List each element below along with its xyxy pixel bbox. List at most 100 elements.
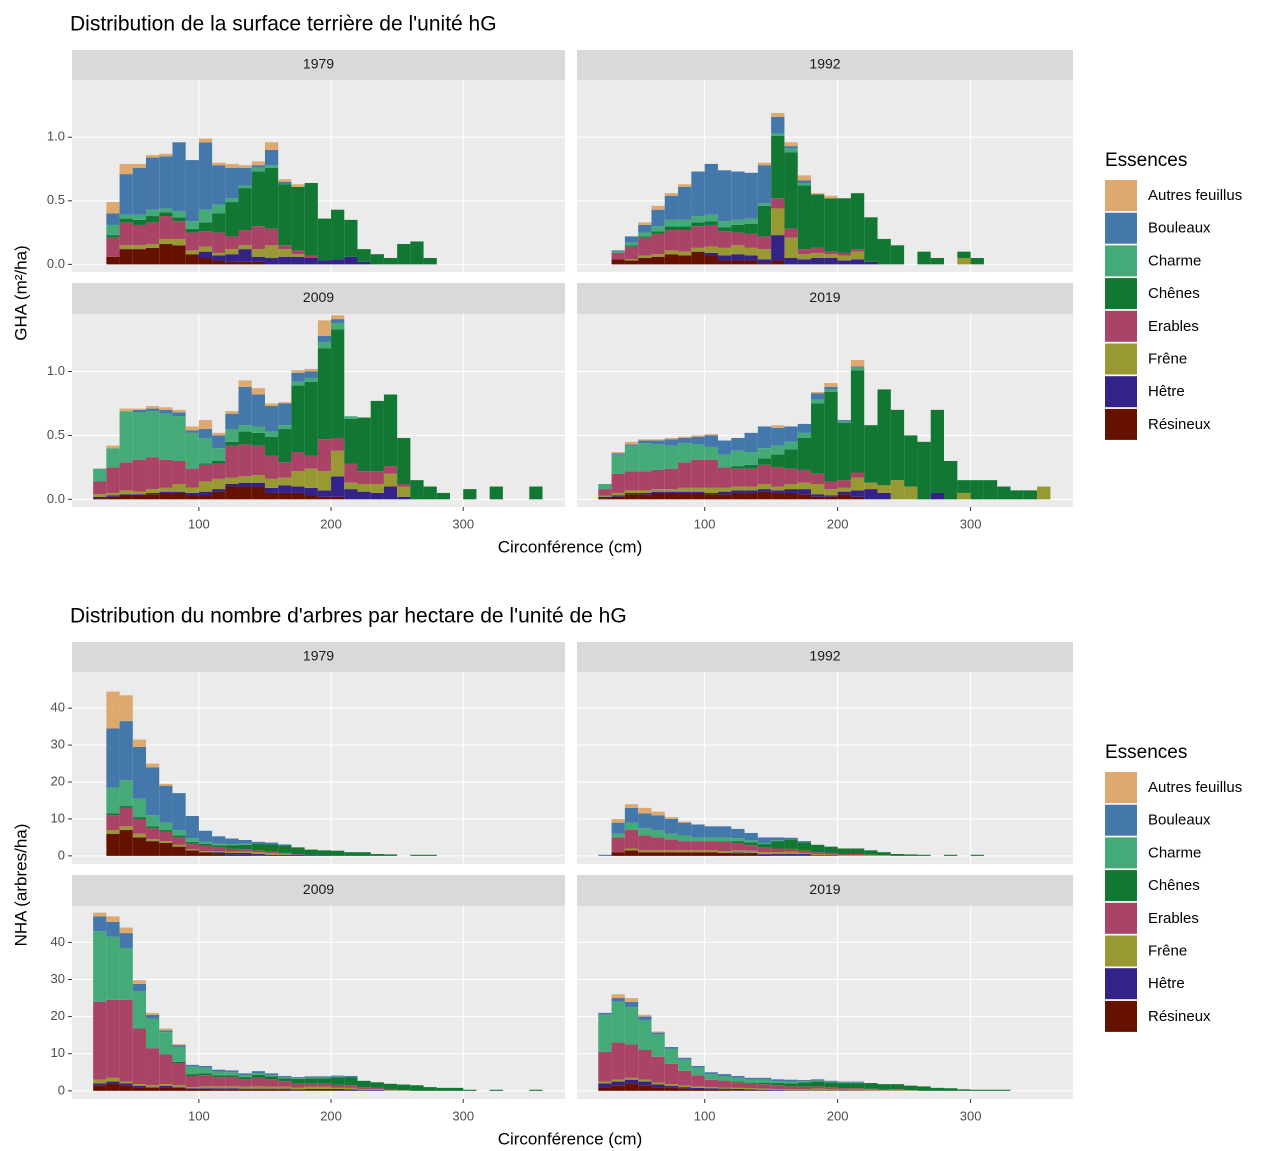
bar-segment [811,1080,825,1082]
bar-segment [691,487,705,492]
bar-segment [304,371,318,378]
bar-segment [904,1085,918,1091]
bar-segment [850,854,865,856]
bar-segment [598,1012,612,1015]
bar-segment [651,226,665,232]
bar-segment [119,490,133,495]
bar-segment [997,486,1011,500]
bar-segment [771,840,785,842]
bar-segment [212,854,226,856]
legend-key [1105,408,1137,440]
bar-segment [212,1077,226,1087]
bar-segment [744,852,758,855]
bar-segment [251,1089,265,1091]
bar-segment [357,417,371,472]
bar-segment [185,426,199,431]
bar-segment [598,1014,612,1052]
facet-strip [577,283,1073,314]
bar-segment [611,250,625,252]
bar-segment [212,213,226,233]
bar-segment [238,1088,252,1090]
facet-strip [577,875,1073,906]
bar-segment [771,260,785,265]
bar-segment [624,242,639,246]
bar-segment [824,854,838,856]
bar-segment [146,826,160,829]
bar-segment [624,1001,639,1008]
bar-segment [651,209,665,227]
bar-segment [212,232,226,253]
bar-segment [172,1085,186,1088]
bar-segment [638,852,652,856]
bar-segment [159,1054,173,1085]
bar-segment [397,1084,411,1091]
bar-segment [370,1087,384,1089]
bar-segment [598,489,612,496]
bar-segment [797,850,812,853]
bar-segment [397,244,411,265]
bar-segment [185,1088,199,1091]
bar-segment [664,491,679,493]
bar-segment [106,213,120,225]
bar-segment [744,1090,758,1091]
bar-segment [611,473,625,493]
bar-segment [278,1078,292,1082]
legend-label: Bouleaux [1148,220,1211,237]
bar-segment [304,855,318,856]
bar-segment [159,491,173,493]
bar-segment [304,1088,318,1091]
bar-segment [744,1088,758,1090]
bar-segment [383,473,398,487]
bar-segment [172,245,186,265]
bar-segment [717,826,732,838]
bar-segment [291,186,305,251]
bar-segment [877,855,891,856]
bar-segment [172,1047,186,1062]
bar-segment [436,492,451,500]
bar-segment [864,425,878,483]
facet-strip [72,642,565,672]
bar-segment [1037,486,1051,500]
x-tick-label: 200 [827,516,849,531]
facet-label: 1979 [303,56,334,72]
bar-segment [850,259,865,265]
bar-segment [837,854,851,856]
bar-segment [238,840,252,844]
bar-segment [198,251,213,259]
bar-segment [291,1090,305,1091]
bar-segment [811,194,825,248]
bar-segment [850,360,865,367]
bar-segment [344,489,358,500]
bar-segment [624,246,639,260]
bar-segment [691,837,705,842]
y-tick-label: 10 [51,1045,65,1060]
bar-segment [185,232,199,251]
bar-segment [331,476,345,497]
bar-segment [864,1083,878,1089]
bar-segment [704,446,718,460]
bar-segment [106,1083,120,1091]
bar-segment [264,403,279,407]
bar-segment [146,155,160,158]
bar-segment [744,1083,758,1089]
bar-segment [264,487,279,493]
bar-segment [344,1087,358,1090]
bar-segment [317,855,332,856]
bar-segment [159,1030,173,1033]
bar-segment [651,1034,665,1057]
bar-segment [317,1077,332,1079]
y-tick-label: 10 [51,810,65,825]
bar-segment [944,460,958,500]
bar-segment [119,933,133,948]
bar-segment [198,1086,213,1089]
bar-segment [331,1075,345,1077]
bar-segment [704,487,718,493]
legend-title: Essences [1105,150,1187,171]
bar-segment [119,1081,133,1084]
bar-segment [212,847,226,852]
bar-segment [731,853,745,856]
bar-segment [317,348,332,440]
bar-segment [890,1084,905,1089]
bar-segment [651,489,665,492]
bar-segment [159,459,173,488]
